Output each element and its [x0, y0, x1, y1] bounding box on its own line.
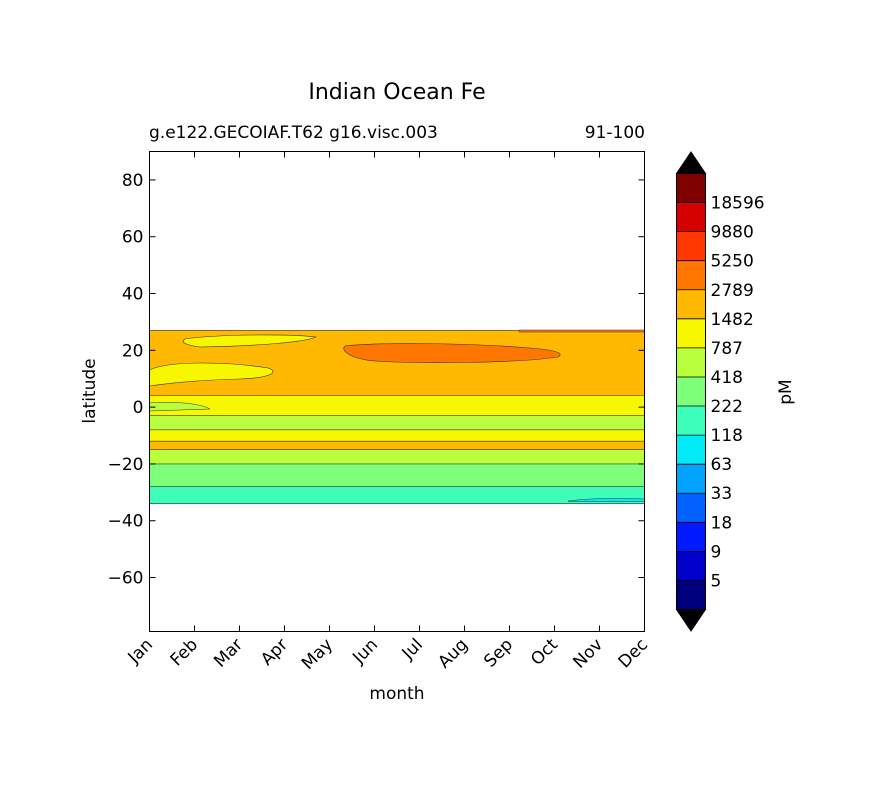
x-tick-label: Apr	[257, 635, 292, 670]
x-axis-label: month	[369, 684, 424, 704]
contour-patch	[343, 343, 561, 363]
colorbar-segment	[676, 318, 706, 348]
colorbar-segment	[676, 551, 706, 581]
colorbar-tick-label: 33	[711, 484, 733, 504]
contour-band	[149, 415, 645, 430]
colorbar-tick-label: 2789	[711, 281, 754, 301]
x-tick-label: Feb	[167, 635, 202, 670]
x-tick-label: Mar	[210, 635, 247, 672]
chart-subtitle-left: g.e122.GECOIAF.T62 g16.visc.003	[149, 123, 438, 143]
colorbar-tick-label: 1482	[711, 310, 754, 330]
colorbar: 5 9 18 33 63 118 222 418 787 1482 2789 5250 9880 1859…	[675, 151, 765, 632]
x-tick-label: Nov	[569, 635, 607, 673]
x-tick-label: Aug	[434, 635, 472, 673]
y-tick-label: 80	[122, 171, 144, 191]
contour-band	[149, 429, 645, 442]
colorbar-tick-label: 118	[711, 426, 743, 446]
y-tick-label: 40	[122, 285, 144, 305]
chart-subtitle-right: 91-100	[585, 123, 645, 143]
colorbar-segment	[676, 202, 706, 232]
colorbar-tick-label: 18596	[711, 194, 765, 214]
colorbar-frame	[676, 173, 706, 610]
colorbar-tick-label: 18	[711, 513, 733, 533]
y-tick-label: −40	[108, 512, 144, 532]
plot-area	[149, 151, 645, 632]
colorbar-tick-label: 5	[711, 571, 722, 591]
contour-band	[149, 449, 645, 464]
x-tick-label: Jun	[348, 635, 382, 669]
colorbar-segment	[676, 289, 706, 319]
x-tick-label: Sep	[480, 635, 517, 672]
contour-band	[149, 486, 645, 504]
x-tick-label: Jan	[124, 635, 157, 668]
colorbar-segment	[676, 464, 706, 494]
chart-title: Indian Ocean Fe	[308, 80, 485, 105]
colorbar-extend-high	[675, 151, 707, 174]
y-tick-label: 20	[122, 341, 144, 361]
y-tick-label: 0	[133, 398, 144, 418]
x-tick-label: Oct	[527, 635, 562, 670]
colorbar-segment	[676, 522, 706, 552]
colorbar-segment	[676, 406, 706, 436]
colorbar-tick-label: 418	[711, 368, 743, 388]
colorbar-segment	[676, 231, 706, 261]
contour-patch	[518, 329, 645, 333]
colorbar-segment	[676, 580, 706, 610]
colorbar-segment	[676, 260, 706, 290]
x-tick-label: May	[298, 635, 337, 674]
y-tick-label: −20	[108, 455, 144, 475]
colorbar-segment	[676, 376, 706, 407]
colorbar-segment	[676, 493, 706, 523]
y-axis: 80 60 40 20 0 −20 −40 −60	[108, 171, 645, 589]
colorbar-label: pM	[776, 379, 796, 404]
contour-band	[149, 463, 645, 487]
contour-band	[149, 395, 645, 416]
contour-patch	[149, 402, 211, 412]
colorbar-segment	[676, 173, 706, 203]
contour-patch	[149, 362, 274, 387]
contour-patch	[182, 334, 318, 348]
colorbar-tick-label: 5250	[711, 252, 754, 272]
colorbar-tick-label: 9880	[711, 223, 754, 243]
colorbar-tick-label: 787	[711, 339, 743, 359]
colorbar-segment	[676, 347, 706, 377]
colorbar-tick-label: 63	[711, 455, 733, 475]
colorbar-tick-label: 222	[711, 397, 743, 417]
y-tick-label: 60	[122, 228, 144, 248]
colorbar-tick-label: 9	[711, 542, 722, 562]
x-tick-label: Jul	[398, 635, 427, 664]
colorbar-extend-low	[675, 609, 707, 632]
x-tick-label: Dec	[615, 635, 652, 672]
y-tick-label: −60	[108, 569, 144, 589]
colorbar-segment	[676, 435, 706, 465]
y-axis-label: latitude	[80, 358, 100, 423]
contour-band	[149, 441, 645, 450]
plot-frame	[149, 151, 645, 632]
